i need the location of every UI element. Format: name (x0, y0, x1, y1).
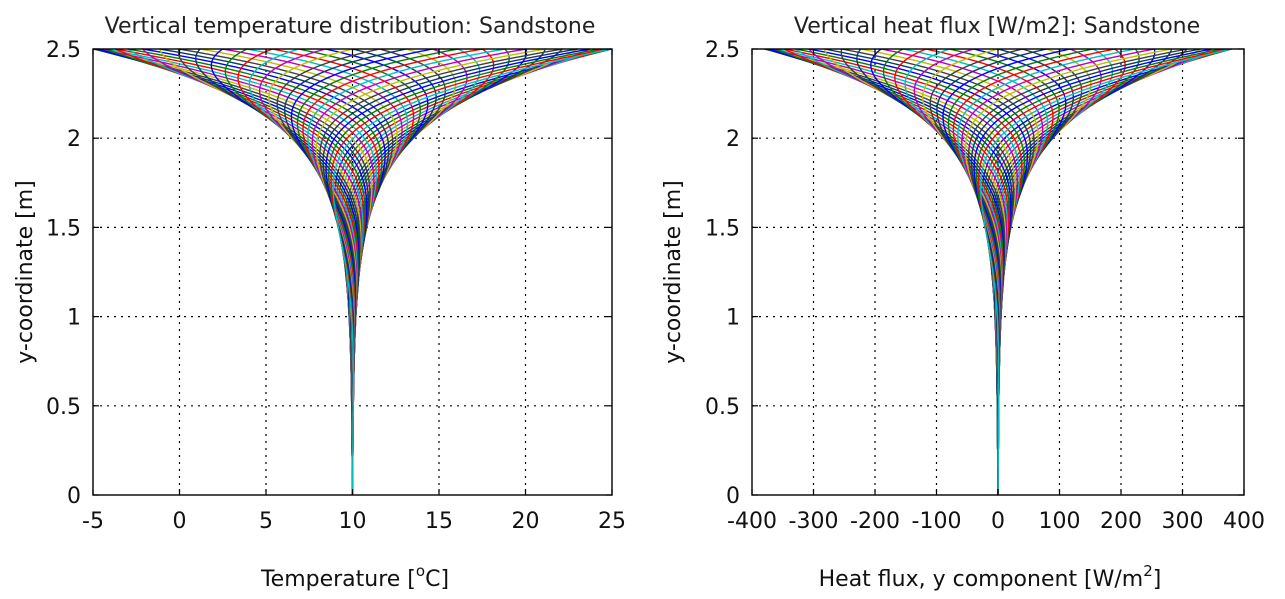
heatflux-y-ticks: 0 0.5 1 1.5 2 2.5 (705, 38, 1244, 509)
heatflux-x-tick-label: 200 (1100, 509, 1142, 534)
temperature-curves (92, 48, 613, 496)
temperature-y-tick-label: 0 (67, 484, 81, 509)
temperature-y-tick-label: 2 (67, 127, 81, 152)
temperature-profile-curve (330, 48, 607, 495)
heatflux-x-tick-label: -100 (912, 509, 962, 534)
temperature-profile-curve (337, 48, 607, 495)
temperature-x-tick-label: 20 (512, 509, 540, 534)
heatflux-x-tick-label: 0 (991, 509, 1005, 534)
temperature-x-axis-label: Temperature [oC] (260, 562, 449, 592)
heatflux-profile-curve (970, 48, 1201, 495)
heatflux-x-ticks: -400 -300 -200 -100 0 100 200 300 400 (727, 49, 1265, 534)
temperature-profile-curve (322, 48, 578, 495)
temperature-profile-curve (328, 48, 600, 495)
temperature-x-tick-label: 15 (425, 509, 453, 534)
temperature-chart: Vertical temperature distribution: Sands… (13, 14, 626, 592)
heatflux-profile-curve (765, 48, 1013, 495)
temperature-y-tick-label: 0.5 (46, 395, 81, 420)
heatflux-x-tick-label: -400 (727, 509, 777, 534)
temperature-profile-curve (94, 48, 369, 495)
heatflux-x-tick-label: 400 (1223, 509, 1265, 534)
temperature-profile-curve (339, 48, 600, 496)
temperature-x-tick-label: 5 (259, 509, 273, 534)
temperature-profile-curve (105, 48, 366, 496)
heatflux-profile-curve (985, 48, 1221, 495)
temperature-profile-curve (98, 48, 368, 495)
heatflux-profile-curve (983, 48, 1231, 495)
heatflux-y-tick-label: 2.5 (705, 38, 740, 63)
heatflux-x-tick-label: -300 (789, 509, 839, 534)
heatflux-chart-title: Vertical heat flux [W/m2]: Sandstone (794, 14, 1200, 39)
temperature-x-tick-label: 25 (598, 509, 626, 534)
temperature-chart-title: Vertical temperature distribution: Sands… (105, 14, 596, 39)
temperature-profile-curve (332, 48, 611, 495)
temperature-x-tick-label: 0 (173, 509, 187, 534)
temperature-profile-curve (98, 48, 375, 495)
temperature-profile-curve (105, 48, 377, 495)
temperature-profile-curve (115, 48, 365, 495)
temperature-x-tick-label: -5 (82, 509, 104, 534)
heatflux-profile-curve (769, 48, 1012, 495)
heatflux-profile-curve (978, 48, 1227, 495)
heatflux-profile-curve (769, 48, 1018, 495)
heatflux-y-axis-label: y-coordinate [m] (661, 180, 686, 364)
temperature-y-tick-label: 2.5 (46, 38, 81, 63)
heatflux-x-tick-label: -200 (850, 509, 900, 534)
heatflux-x-tick-label: 100 (1039, 509, 1081, 534)
temperature-y-tick-label: 1 (67, 306, 81, 331)
heatflux-profile-curve (987, 48, 1212, 496)
heatflux-chart: Vertical heat flux [W/m2]: Sandstone -40… (661, 14, 1265, 592)
heatflux-profile-curve (979, 48, 1231, 495)
temperature-x-tick-label: 10 (339, 509, 367, 534)
temperature-y-axis-label: y-coordinate [m] (13, 180, 38, 364)
temperature-y-tick-label: 1.5 (46, 216, 81, 241)
temperature-x-ticks: -5 0 5 10 15 20 25 (82, 49, 626, 534)
heatflux-profile-curve (784, 48, 1009, 496)
temperature-y-ticks: 0 0.5 1 1.5 2 2.5 (46, 38, 612, 509)
heatflux-y-tick-label: 0 (726, 484, 740, 509)
heatflux-profile-curve (975, 48, 1221, 496)
heatflux-x-tick-label: 300 (1162, 509, 1204, 534)
temperature-profile-curve (127, 48, 383, 495)
heatflux-curves (764, 48, 1232, 496)
heatflux-profile-curve (775, 48, 1011, 495)
temperature-profile-curve (336, 48, 611, 495)
heatflux-profile-curve (984, 48, 1227, 495)
heatflux-profile-curve (775, 48, 1021, 496)
heatflux-profile-curve (795, 48, 1026, 495)
heatflux-y-tick-label: 2 (726, 127, 740, 152)
heatflux-y-tick-label: 1 (726, 306, 740, 331)
heatflux-x-axis-label: Heat flux, y component [W/m2] (819, 562, 1162, 592)
heatflux-y-tick-label: 0.5 (705, 395, 740, 420)
temperature-profile-curve (340, 48, 590, 495)
heatflux-y-tick-label: 1.5 (705, 216, 740, 241)
